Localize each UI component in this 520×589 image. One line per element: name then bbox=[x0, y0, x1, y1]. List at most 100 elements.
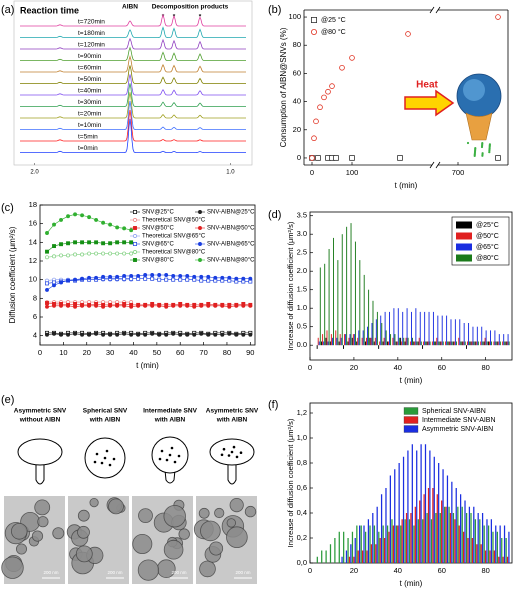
peak-marker: * bbox=[162, 14, 165, 21]
bar bbox=[326, 330, 328, 346]
particle-stem bbox=[35, 462, 45, 485]
bar bbox=[316, 556, 318, 563]
marker bbox=[157, 273, 162, 277]
y-tick-label: 20 bbox=[293, 125, 301, 134]
aibn-dot bbox=[230, 450, 234, 454]
y-tick-label: 80 bbox=[293, 40, 301, 49]
trace-label: t=20min bbox=[78, 111, 102, 118]
bar bbox=[451, 341, 453, 346]
bar bbox=[337, 260, 339, 346]
bar bbox=[351, 531, 354, 563]
bar bbox=[458, 337, 460, 346]
spectrum-trace bbox=[20, 46, 246, 61]
bar bbox=[389, 475, 391, 563]
bar bbox=[440, 341, 442, 346]
bar bbox=[343, 345, 344, 349]
bar bbox=[341, 234, 343, 346]
micrograph-particle bbox=[37, 516, 49, 528]
bar bbox=[436, 337, 438, 346]
marker bbox=[178, 332, 183, 337]
bar bbox=[423, 341, 425, 346]
trace-label: t=0min bbox=[78, 145, 98, 152]
bar bbox=[422, 519, 424, 563]
bar bbox=[417, 519, 419, 563]
annotation: Decomposition products bbox=[152, 4, 229, 11]
marker bbox=[66, 253, 70, 258]
marker bbox=[143, 276, 148, 281]
bar bbox=[414, 341, 416, 346]
x-tick-label: 100 bbox=[346, 168, 359, 177]
micrograph-particle bbox=[226, 518, 237, 528]
bar bbox=[383, 538, 386, 563]
bar bbox=[375, 319, 377, 346]
spectrum-trace bbox=[20, 92, 246, 119]
bar bbox=[390, 334, 392, 346]
bar bbox=[356, 341, 358, 346]
marker bbox=[405, 31, 411, 37]
bar bbox=[398, 337, 400, 346]
bar bbox=[507, 334, 509, 346]
bar bbox=[493, 550, 495, 563]
marker bbox=[94, 217, 99, 222]
legend-swatch bbox=[403, 416, 419, 424]
marker bbox=[495, 155, 501, 161]
bar bbox=[477, 341, 479, 346]
bar bbox=[477, 513, 479, 563]
bar bbox=[365, 531, 367, 563]
y-tick-label: 100 bbox=[288, 12, 301, 21]
bar bbox=[353, 556, 355, 563]
marker bbox=[66, 278, 70, 283]
marker bbox=[45, 255, 49, 260]
scale-bar-label: 200 nm bbox=[107, 570, 122, 575]
marker bbox=[115, 332, 120, 337]
marker bbox=[206, 332, 211, 337]
bar bbox=[374, 337, 376, 346]
bar bbox=[436, 494, 438, 563]
bar bbox=[496, 341, 498, 346]
x-tick-label: 60 bbox=[438, 566, 446, 575]
marker bbox=[52, 244, 56, 249]
marker bbox=[73, 212, 78, 217]
marker bbox=[213, 303, 218, 308]
bar bbox=[329, 341, 331, 346]
aibn-dot bbox=[170, 446, 174, 450]
marker bbox=[87, 275, 92, 280]
marker bbox=[59, 242, 63, 247]
bar bbox=[489, 550, 491, 563]
bar bbox=[398, 463, 400, 563]
legend-label: Theoretical SNV@50°C bbox=[142, 218, 206, 224]
marker bbox=[108, 251, 113, 256]
bar bbox=[441, 315, 443, 346]
plot-frame bbox=[39, 204, 256, 346]
marker bbox=[80, 276, 85, 281]
bar bbox=[403, 337, 405, 346]
bulb-stem bbox=[465, 112, 493, 141]
marker bbox=[115, 303, 120, 308]
trace-label: t=60min bbox=[78, 65, 102, 72]
marker bbox=[94, 240, 99, 245]
bar bbox=[431, 341, 433, 346]
x-axis-label: t (min) bbox=[395, 181, 418, 190]
y-tick-label: 18 bbox=[29, 200, 37, 209]
bar bbox=[484, 550, 487, 563]
bar bbox=[396, 341, 398, 346]
bar bbox=[487, 525, 490, 563]
bar bbox=[416, 450, 418, 563]
marker bbox=[122, 273, 127, 278]
marker bbox=[122, 331, 127, 336]
aibn-dot bbox=[100, 461, 104, 465]
legend-label: SNV@25°C bbox=[142, 210, 175, 216]
bar bbox=[432, 311, 434, 346]
bar bbox=[357, 550, 359, 563]
aibn-dot bbox=[220, 453, 224, 457]
marker bbox=[333, 155, 339, 161]
marker bbox=[45, 332, 49, 337]
bar bbox=[497, 341, 499, 346]
series-line bbox=[46, 305, 251, 308]
micrograph-particle bbox=[163, 539, 184, 560]
bar bbox=[505, 538, 507, 563]
bar bbox=[452, 513, 455, 563]
marker bbox=[206, 274, 211, 279]
aibn-dot bbox=[160, 449, 164, 453]
series-line bbox=[46, 333, 251, 336]
